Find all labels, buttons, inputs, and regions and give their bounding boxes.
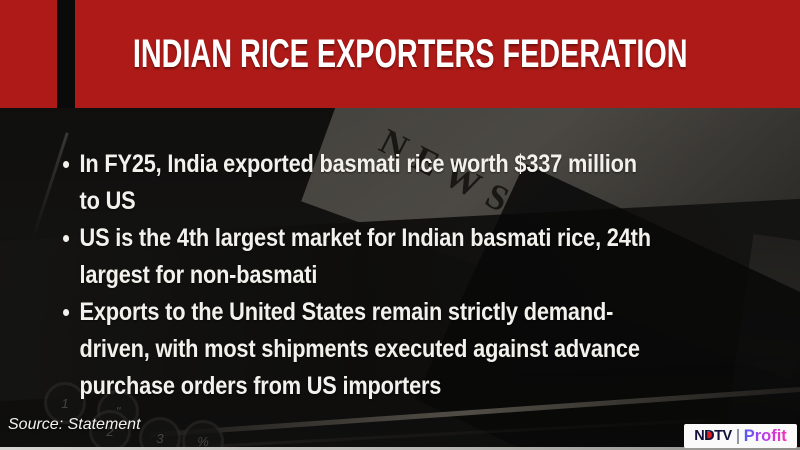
typewriter-photo-background: NEWS 1 " 2 3 % xyxy=(0,108,800,450)
typewriter-key: 2 xyxy=(89,410,131,450)
bullet-line: to US xyxy=(79,187,136,215)
bullet-item: In FY25, India exported basmati rice wor… xyxy=(63,146,742,220)
dark-overlay xyxy=(0,108,800,450)
bullet-line: In FY25, India exported basmati rice wor… xyxy=(79,150,637,178)
red-accent-square xyxy=(0,0,57,108)
bullet-line: purchase orders from US importers xyxy=(79,372,442,400)
bullet-item: US is the 4th largest market for Indian … xyxy=(63,220,742,294)
bullet-list: In FY25, India exported basmati rice wor… xyxy=(63,146,742,405)
profit-logo-text: Profit xyxy=(743,426,787,445)
typewriter-key: 3 xyxy=(139,417,181,450)
source-attribution: Source: Statement xyxy=(8,416,141,433)
bullet-line: largest for non-basmati xyxy=(79,261,318,289)
bottom-edge-strip xyxy=(0,447,800,450)
logo-divider xyxy=(736,428,739,444)
page-title: INDIAN RICE EXPORTERS FEDERATION xyxy=(133,31,688,76)
bullet-line: US is the 4th largest market for Indian … xyxy=(79,224,651,252)
typewriter-key: 1 xyxy=(44,382,86,424)
title-banner: INDIAN RICE EXPORTERS FEDERATION xyxy=(75,0,800,108)
ndtv-logo-text: NDTV xyxy=(694,427,732,444)
bullet-item: Exports to the United States remain stri… xyxy=(63,294,742,405)
bullet-line: driven, with most shipments executed aga… xyxy=(79,335,640,363)
ndtv-profit-logo: NDTV Profit xyxy=(684,424,797,448)
header: INDIAN RICE EXPORTERS FEDERATION xyxy=(0,0,800,108)
bullet-line: Exports to the United States remain stri… xyxy=(79,298,614,326)
typewriter-key: % xyxy=(182,420,224,450)
